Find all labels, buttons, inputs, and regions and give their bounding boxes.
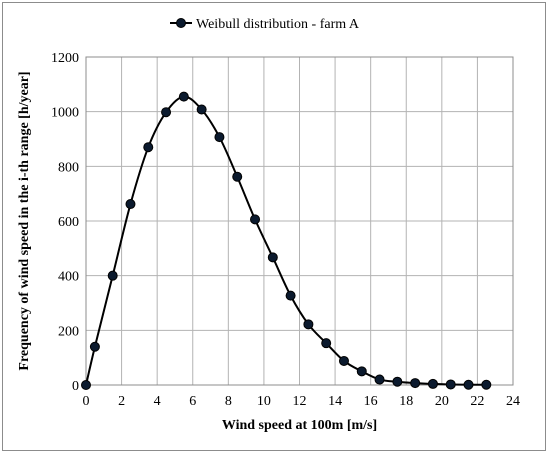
data-point	[232, 171, 243, 182]
data-point	[196, 104, 207, 115]
data-point	[178, 91, 189, 102]
data-point	[161, 107, 172, 118]
x-tick-label: 4	[154, 394, 161, 409]
x-tick-label: 24	[506, 394, 520, 409]
data-point	[81, 380, 91, 390]
legend-label: Weibull distribution - farm A	[196, 17, 360, 32]
x-axis-title: Wind speed at 100m [m/s]	[222, 418, 377, 433]
x-tick-label: 22	[470, 394, 484, 409]
data-point	[445, 379, 456, 390]
data-point	[481, 379, 492, 390]
y-tick-label: 400	[58, 270, 79, 285]
data-point	[125, 199, 136, 210]
x-tick-label: 18	[399, 394, 413, 409]
y-tick-label: 1200	[51, 51, 79, 66]
data-point	[214, 132, 225, 143]
data-point	[143, 142, 154, 153]
x-tick-label: 6	[189, 394, 196, 409]
x-tick-label: 14	[328, 394, 342, 409]
x-axis-ticks: 0 2 4 6 8 10 12 14 16 18 20 22 24	[83, 394, 521, 409]
x-tick-label: 2	[118, 394, 125, 409]
y-tick-label: 800	[58, 160, 79, 175]
data-point	[410, 378, 421, 389]
chart-frame	[2, 2, 546, 451]
data-point	[356, 366, 367, 377]
legend-marker	[176, 18, 186, 28]
data-point	[392, 376, 403, 387]
x-tick-label: 16	[364, 394, 378, 409]
y-axis-ticks: 0 200 400 600 800 1000 1200	[51, 51, 79, 394]
x-tick-label: 0	[83, 394, 90, 409]
data-point	[89, 341, 100, 352]
y-tick-label: 1000	[51, 106, 79, 121]
data-point	[285, 290, 296, 301]
data-point	[303, 319, 314, 330]
data-point	[250, 214, 261, 225]
data-point	[374, 374, 385, 385]
x-tick-label: 12	[293, 394, 307, 409]
data-point	[107, 270, 118, 281]
series-layer	[81, 91, 492, 390]
data-point	[338, 355, 349, 366]
x-tick-label: 10	[257, 394, 271, 409]
legend: Weibull distribution - farm A	[170, 17, 360, 32]
plot-area	[85, 56, 514, 386]
series-line	[85, 95, 487, 386]
y-tick-label: 0	[72, 379, 79, 394]
gridlines	[85, 56, 514, 386]
x-tick-label: 8	[225, 394, 232, 409]
data-point	[267, 252, 278, 263]
x-tick-label: 20	[435, 394, 449, 409]
y-tick-label: 600	[58, 215, 79, 230]
data-point	[427, 378, 438, 389]
data-point	[463, 379, 474, 390]
y-tick-label: 200	[58, 324, 79, 339]
data-point	[321, 338, 332, 349]
y-axis-title: Frequency of wind speed in the i-th rang…	[17, 71, 32, 370]
